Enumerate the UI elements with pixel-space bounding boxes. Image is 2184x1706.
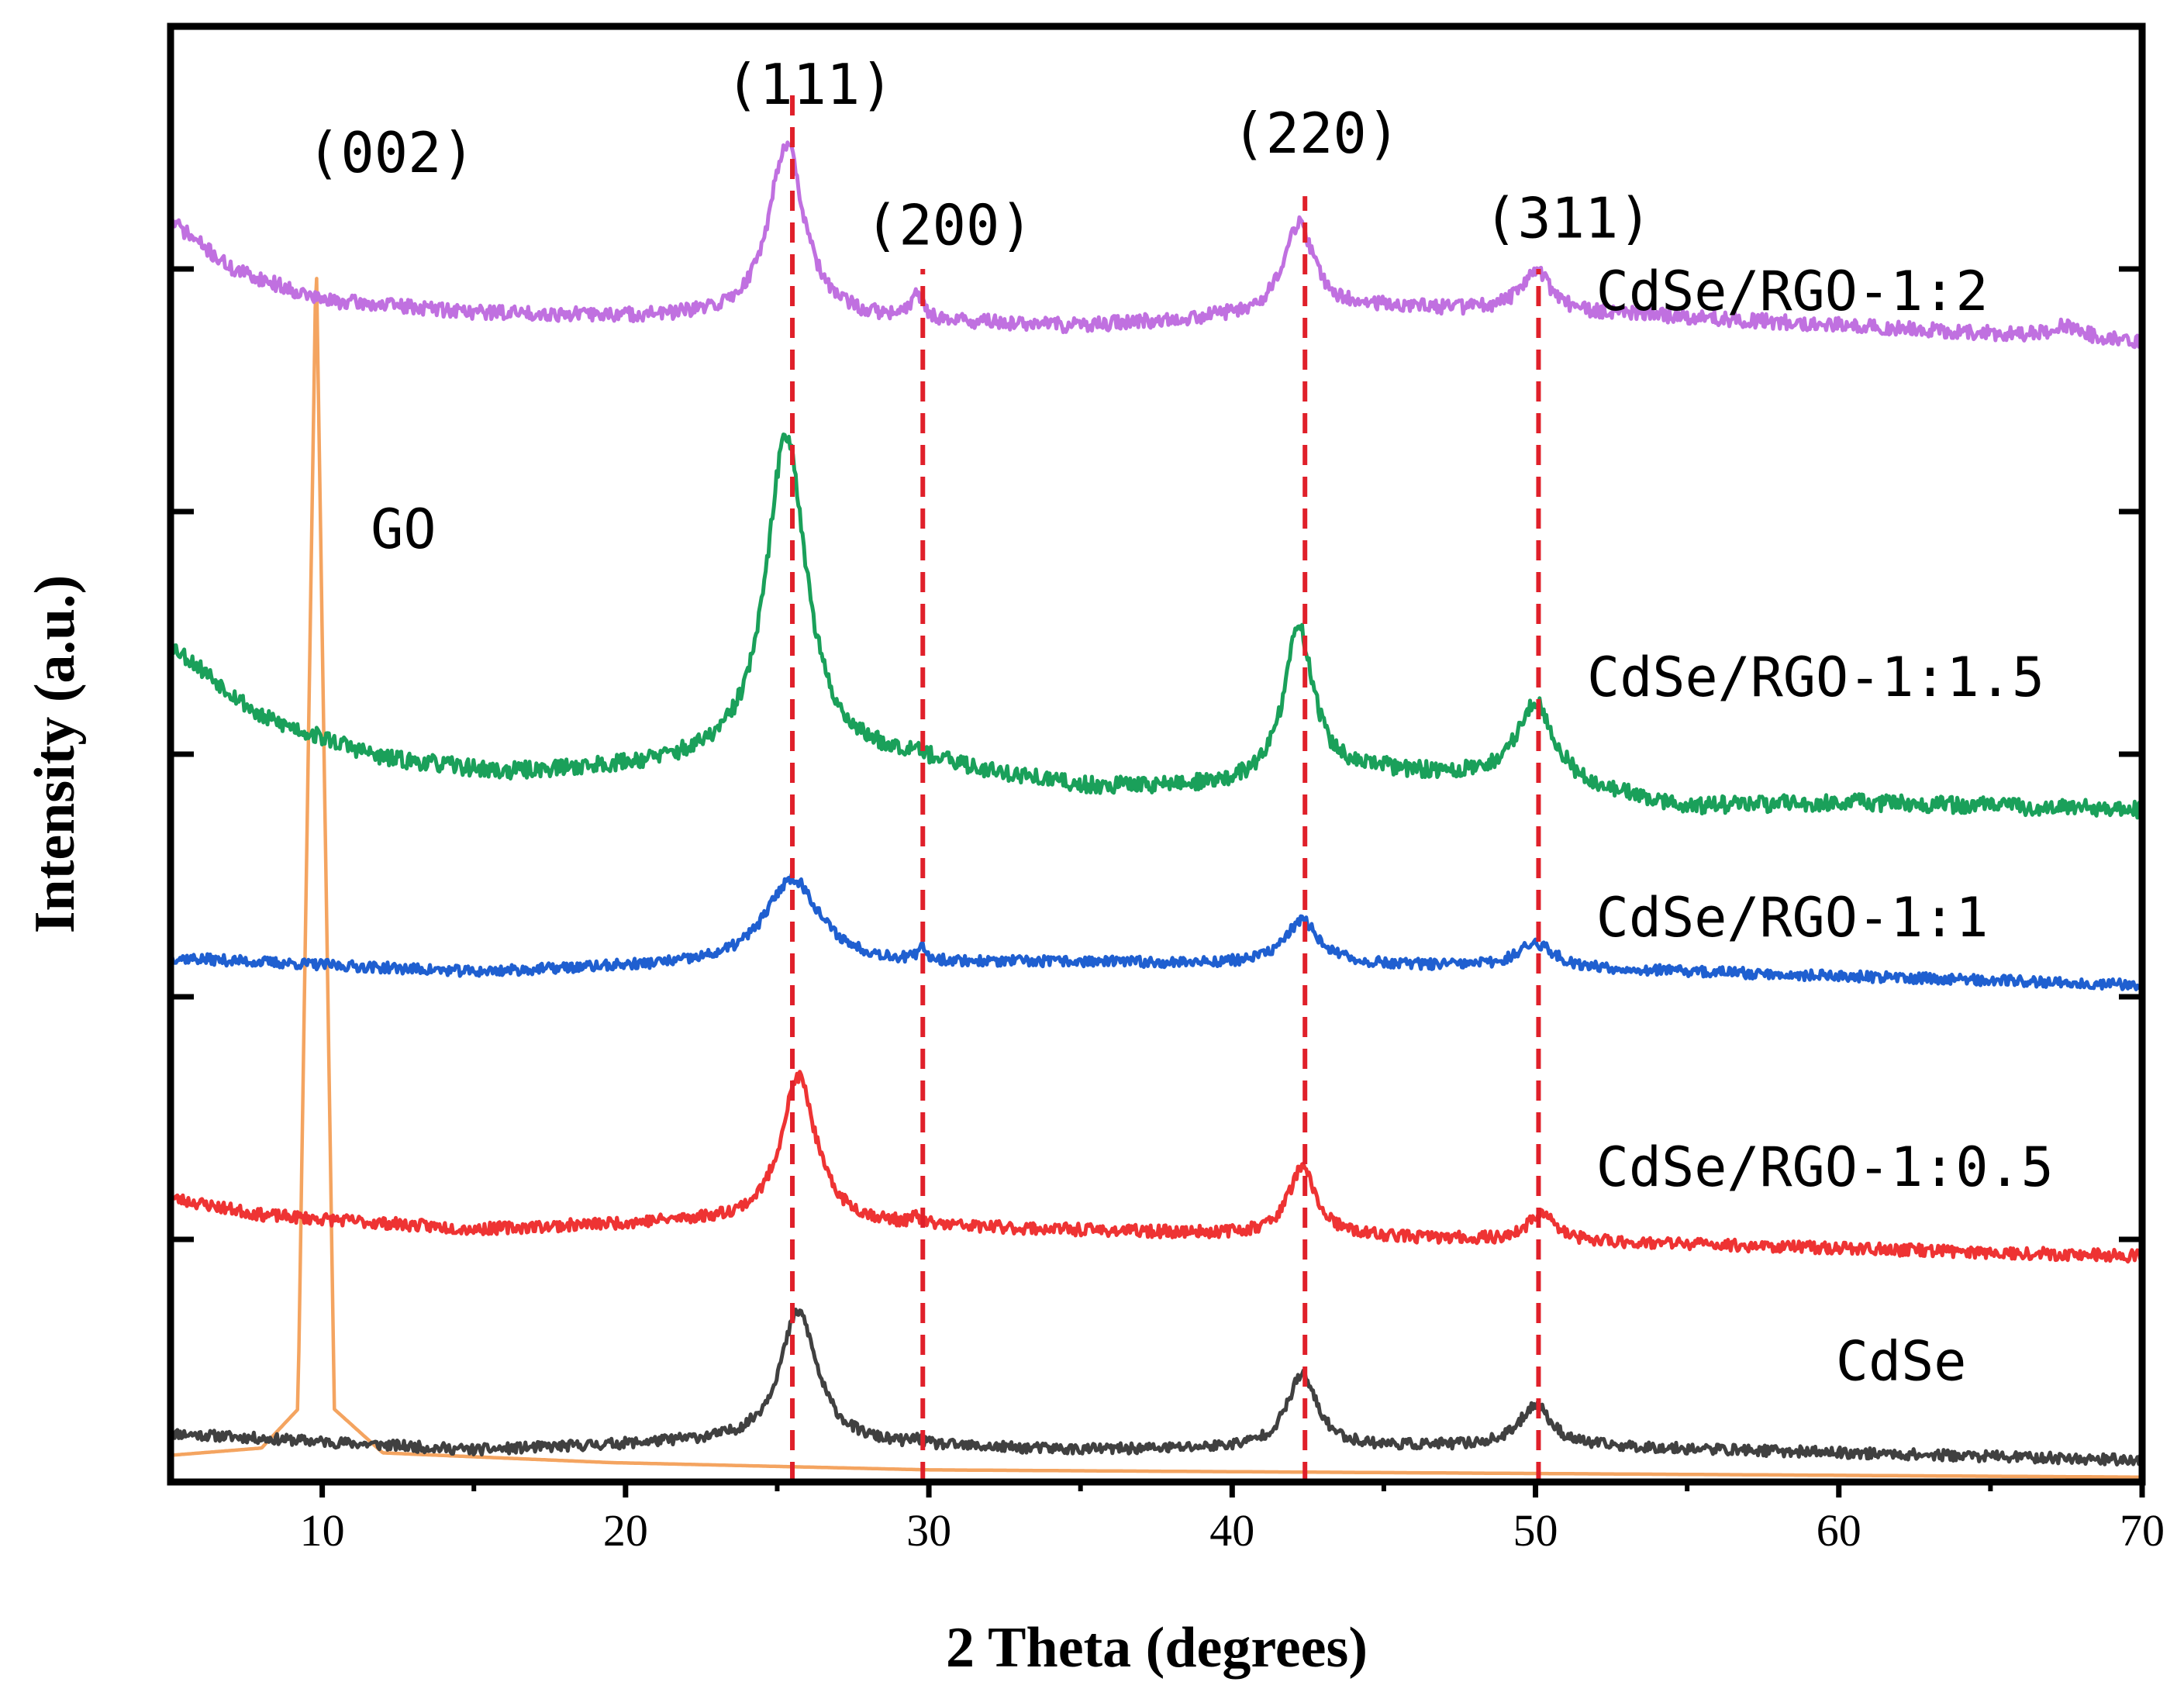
series-label-cdse: CdSe xyxy=(1836,1330,1967,1394)
y-axis-title: Intensity (a.u.) xyxy=(23,575,87,934)
series-line-cdse-rgo-1-2 xyxy=(168,140,2144,350)
x-tick-label-70: 70 xyxy=(2120,1505,2165,1556)
peak-label-002: (002) xyxy=(307,120,475,185)
series-line-cdse xyxy=(170,1308,2144,1466)
series-label-cdse-rgo-1-2: CdSe/RGO-1:2 xyxy=(1596,260,1989,323)
plot-frame xyxy=(167,22,2146,1486)
series-line-cdse-rgo-1-1-5 xyxy=(168,433,2144,820)
series-label-go: GO xyxy=(371,498,436,561)
reference-lines xyxy=(790,87,1541,1482)
x-tick-label-10: 10 xyxy=(300,1505,345,1556)
peak-label-311: (311) xyxy=(1484,185,1652,250)
x-tick-label-30: 30 xyxy=(906,1505,951,1556)
axes: 10 20 30 40 50 60 70 xyxy=(171,266,2165,1556)
x-tick-label-40: 40 xyxy=(1209,1505,1254,1556)
series-line-go xyxy=(170,277,2142,1479)
series-label-cdse-rgo-1-1: CdSe/RGO-1:1 xyxy=(1596,886,1989,950)
peak-label-220: (220) xyxy=(1232,101,1400,166)
x-tick-label-60: 60 xyxy=(1817,1505,1861,1556)
series-label-cdse-rgo-1-1-5: CdSe/RGO-1:1.5 xyxy=(1587,646,2044,709)
peak-label-111: (111) xyxy=(726,52,894,117)
x-axis-title: 2 Theta (degrees) xyxy=(946,1616,1368,1680)
series-layer xyxy=(168,140,2144,1479)
series-line-cdse-rgo-1-0-5 xyxy=(169,1070,2142,1264)
x-tick-label-20: 20 xyxy=(603,1505,648,1556)
series-label-cdse-rgo-1-0-5: CdSe/RGO-1:0.5 xyxy=(1596,1136,2054,1199)
peak-label-200: (200) xyxy=(865,193,1033,258)
series-line-cdse-rgo-1-1 xyxy=(168,872,2144,991)
x-tick-label-50: 50 xyxy=(1513,1505,1558,1556)
annotations: GO CdSe CdSe/RGO-1:0.5 CdSe/RGO-1:1 CdSe/RGO… xyxy=(307,52,2054,1393)
